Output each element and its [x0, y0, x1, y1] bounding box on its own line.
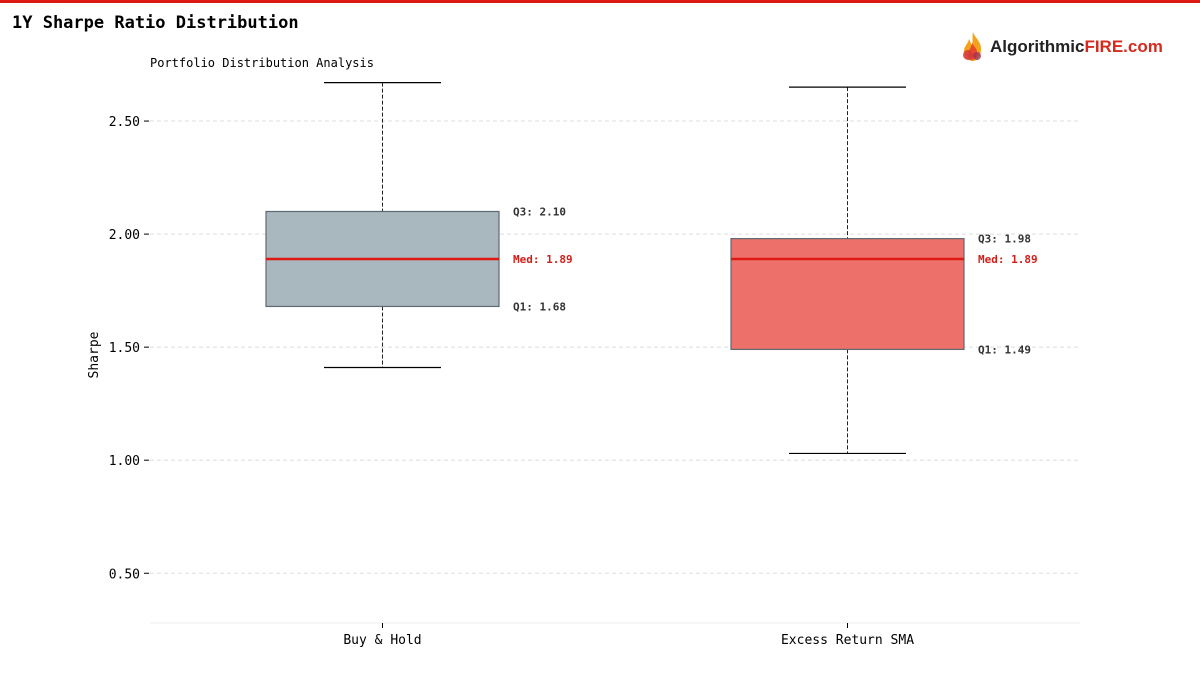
median-label: Med: 1.89	[978, 253, 1038, 266]
y-tick-label: 0.50	[109, 567, 140, 582]
x-tick-label: Excess Return SMA	[781, 633, 914, 648]
q3-label: Q3: 2.10	[513, 205, 566, 218]
chart-title: Portfolio Distribution Analysis	[150, 56, 374, 70]
iqr-box	[730, 238, 965, 351]
q1-label: Q1: 1.49	[978, 343, 1031, 356]
box-group: Q3: 2.10 Med: 1.89 Q1: 1.68 Buy & Hold	[265, 82, 573, 648]
y-tick-label: 1.50	[109, 341, 140, 356]
median-label: Med: 1.89	[513, 253, 573, 266]
y-axis-label: Sharpe	[87, 331, 102, 378]
page-title: 1Y Sharpe Ratio Distribution	[12, 13, 299, 33]
q3-label: Q3: 1.98	[978, 233, 1031, 246]
flame-logo-icon	[963, 32, 981, 61]
y-tick-label: 1.00	[109, 454, 140, 469]
top-accent-bar	[0, 0, 1200, 3]
y-axis: 0.50 1.00 1.50 2.00 2.50	[109, 115, 149, 582]
brand-logo[interactable]: AlgorithmicFIRE.com	[960, 30, 1163, 64]
x-tick-label: Buy & Hold	[343, 633, 421, 648]
y-tick-label: 2.50	[109, 115, 140, 130]
q1-label: Q1: 1.68	[513, 300, 566, 313]
box-series: Q3: 2.10 Med: 1.89 Q1: 1.68 Buy & Hold Q3: 1…	[265, 82, 1038, 648]
brand-name: AlgorithmicFIRE.com	[990, 37, 1163, 56]
box-group: Q3: 1.98 Med: 1.89 Q1: 1.49 Excess Return S…	[730, 86, 1038, 648]
y-tick-label: 2.00	[109, 228, 140, 243]
